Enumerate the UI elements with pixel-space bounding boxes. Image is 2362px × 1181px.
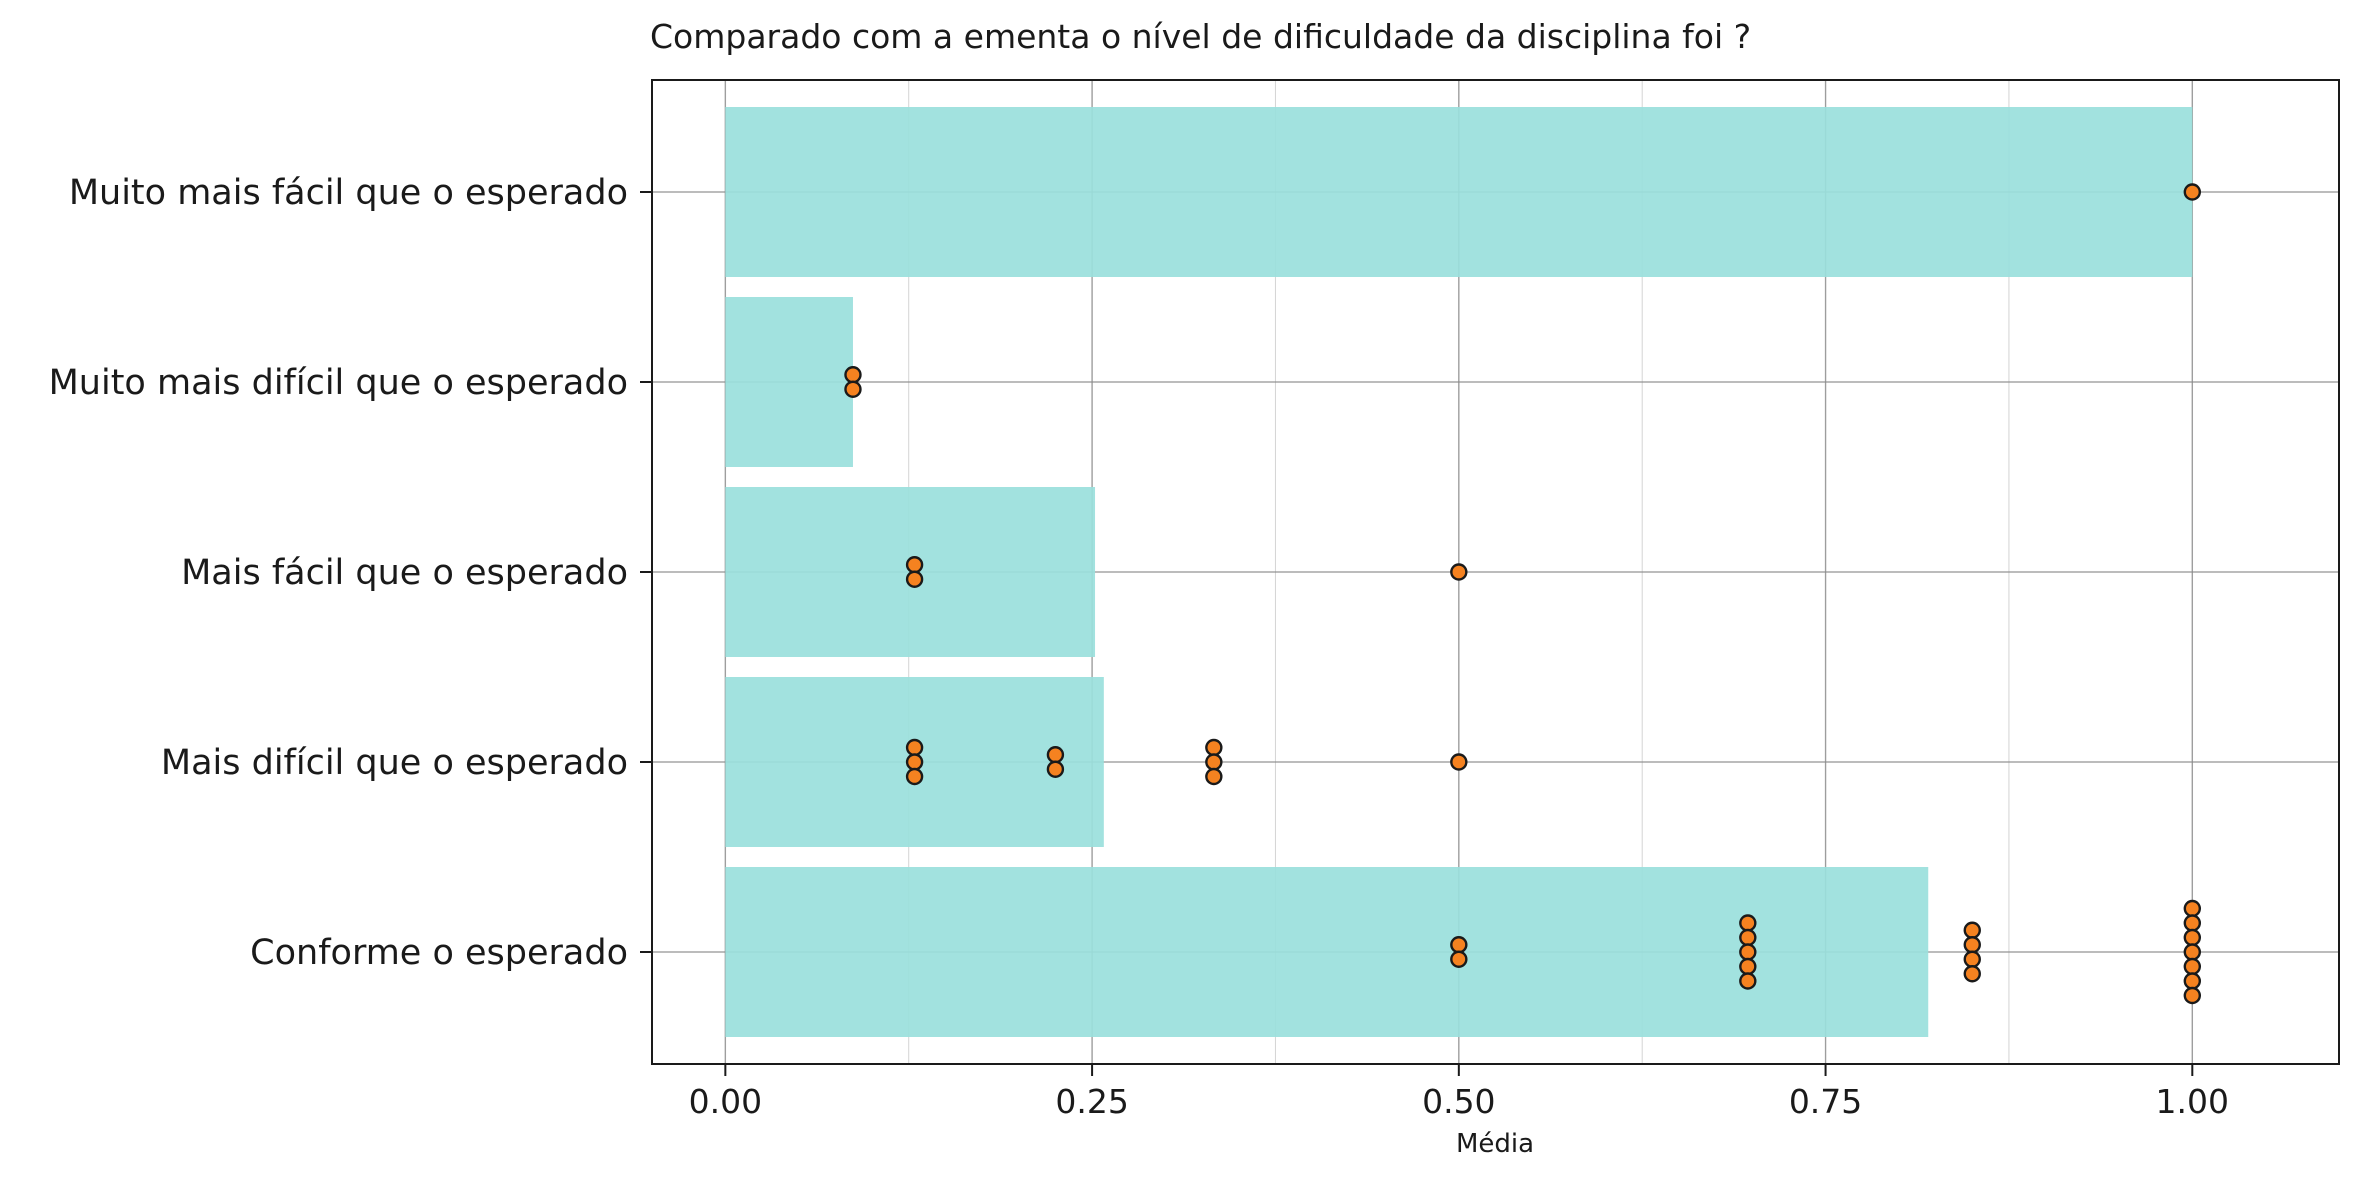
data-point [2183,899,2202,918]
bars [725,107,2193,1037]
category-label: Muito mais fácil que o esperado [69,173,628,213]
data-point [1963,936,1981,954]
data-point [1450,950,1468,968]
data-point [1205,753,1223,771]
data-point [1046,760,1065,778]
data-point [1739,972,1757,990]
data-point [1205,738,1223,757]
category-label: Mais difícil que o esperado [161,743,628,783]
data-point [1963,965,1981,983]
x-tick-label: 0.50 [1422,1082,1495,1121]
bar [725,867,1929,1037]
data-point [905,570,924,588]
data-point [905,556,924,574]
chart-title: Comparado com a ementa o nível de dificu… [650,17,1751,56]
data-point [1450,563,1468,581]
x-axis: 0.00 0.25 0.50 0.75 1.00 [689,1064,2229,1121]
data-point [844,380,862,398]
x-tick-label: 1.00 [2156,1082,2229,1121]
x-tick-label: 0.25 [1055,1082,1128,1121]
x-axis-label: Média [1456,1129,1534,1159]
data-point [2183,957,2202,976]
data-point [2183,972,2202,990]
data-point [905,753,924,771]
x-tick-label: 0.75 [1789,1082,1862,1121]
x-tick-label: 0.00 [689,1082,762,1121]
y-axis: Muito mais fácil que o esperado Muito mai… [49,173,652,973]
category-label: Conforme o esperado [250,933,628,973]
data-point [1963,950,1981,968]
bar [725,107,2193,277]
data-point [2183,943,2202,961]
data-point [1963,921,1981,939]
category-label: Muito mais difícil que o esperado [49,363,628,403]
data-point [1450,936,1468,954]
bar [725,297,853,467]
data-point [905,767,924,786]
category-label: Mais fácil que o esperado [181,553,628,593]
data-point [2183,183,2202,201]
points [844,183,2202,1005]
data-point [2183,914,2202,932]
data-point [1739,943,1757,961]
data-point [844,366,862,384]
data-point [2183,928,2202,947]
data-point [1739,914,1757,932]
data-point [905,738,924,757]
data-point [2183,986,2202,1005]
data-point [1450,753,1468,771]
data-point [1046,746,1065,764]
data-point [1205,767,1223,786]
data-point [1739,957,1757,976]
data-point [1739,928,1757,947]
